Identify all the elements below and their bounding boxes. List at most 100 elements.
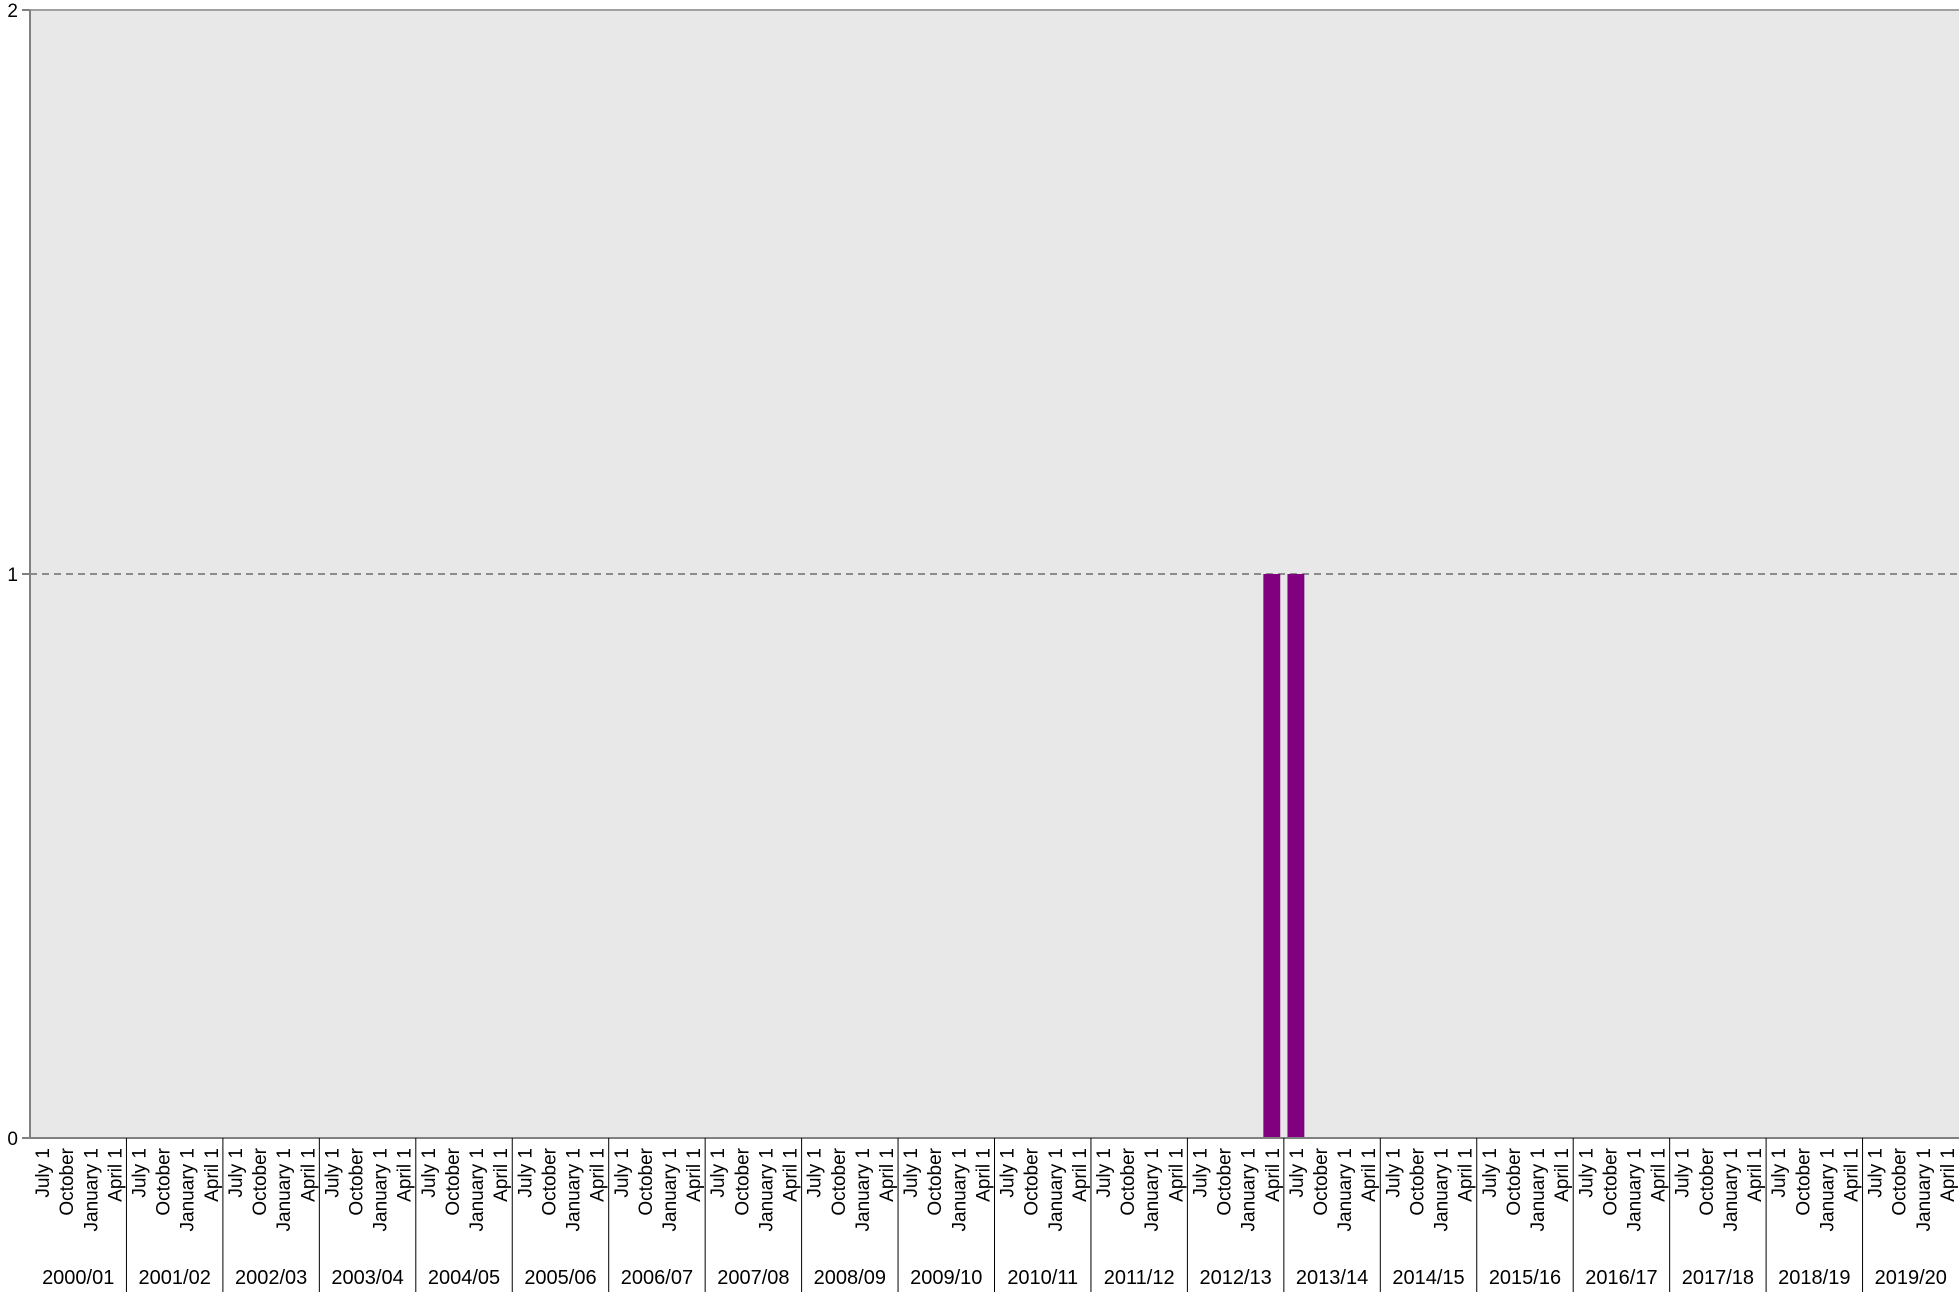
x-tick-label: January 1 xyxy=(371,1148,392,1231)
x-tick-label: October xyxy=(1022,1147,1043,1215)
x-tick-label: January 1 xyxy=(274,1148,295,1231)
x-tick-label: April 1 xyxy=(202,1148,223,1202)
x-tick-label: April 1 xyxy=(1745,1148,1766,1202)
x-tick-label: October xyxy=(1793,1147,1814,1215)
x-tick-label: April 1 xyxy=(105,1148,126,1202)
bars xyxy=(1263,574,1305,1138)
x-tick-label: July 1 xyxy=(226,1148,247,1198)
year-label: 2010/11 xyxy=(1007,1267,1078,1289)
year-label: 2013/14 xyxy=(1296,1267,1368,1289)
x-tick-label: October xyxy=(1311,1147,1332,1215)
x-tick-label: October xyxy=(925,1147,946,1215)
x-axis: July 1 October January 1 April 12000/01July… xyxy=(33,1138,1959,1292)
x-tick-label: April 1 xyxy=(298,1148,319,1202)
x-tick-label: July 1 xyxy=(1094,1148,1115,1198)
x-tick-label: July 1 xyxy=(130,1148,151,1198)
year-label: 2009/10 xyxy=(910,1267,982,1289)
x-tick-label: July 1 xyxy=(1383,1148,1404,1198)
x-tick-label: January 1 xyxy=(1624,1148,1645,1231)
year-label: 2007/08 xyxy=(717,1267,789,1289)
x-tick-label: July 1 xyxy=(805,1148,826,1198)
x-tick-label: July 1 xyxy=(1576,1148,1597,1198)
x-tick-label: October xyxy=(1215,1147,1236,1215)
y-axis-ticks: 0 1 2 xyxy=(7,1,30,1150)
x-tick-label: July 1 xyxy=(1673,1148,1694,1198)
bar xyxy=(1263,574,1281,1138)
year-label: 2002/03 xyxy=(235,1267,307,1289)
y-tick-label: 1 xyxy=(7,565,18,586)
x-tick-label: October xyxy=(1600,1147,1621,1215)
x-tick-label: October xyxy=(1890,1147,1911,1215)
x-tick-label: January 1 xyxy=(756,1148,777,1231)
x-tick-label: April 1 xyxy=(684,1148,705,1202)
bar xyxy=(1287,574,1305,1138)
x-tick-label: October xyxy=(443,1147,464,1215)
x-tick-label: July 1 xyxy=(1287,1148,1308,1198)
x-tick-label: January 1 xyxy=(467,1148,488,1231)
year-label: 2015/16 xyxy=(1489,1267,1561,1289)
x-tick-label: October xyxy=(347,1147,368,1215)
x-tick-label: April 1 xyxy=(877,1148,898,1202)
gridlines xyxy=(30,9,1959,575)
x-tick-label: January 1 xyxy=(1914,1148,1935,1231)
x-tick-label: July 1 xyxy=(1769,1148,1790,1198)
x-tick-label: January 1 xyxy=(1817,1148,1838,1231)
x-tick-label: April 1 xyxy=(1456,1148,1477,1202)
x-tick-label: July 1 xyxy=(612,1148,633,1198)
x-tick-label: April 1 xyxy=(781,1148,802,1202)
x-tick-label: April 1 xyxy=(588,1148,609,1202)
year-label: 2008/09 xyxy=(814,1267,886,1289)
x-tick-label: January 1 xyxy=(1528,1148,1549,1231)
x-tick-label: October xyxy=(250,1147,271,1215)
y-tick-label: 2 xyxy=(7,1,18,22)
x-tick-label: April 1 xyxy=(1263,1148,1284,1202)
x-tick-label: April 1 xyxy=(1649,1148,1670,1202)
year-label: 2019/20 xyxy=(1875,1267,1947,1289)
x-tick-label: October xyxy=(1697,1147,1718,1215)
x-tick-label: April 1 xyxy=(1841,1148,1862,1202)
x-tick-label: January 1 xyxy=(1335,1148,1356,1231)
x-tick-label: April 1 xyxy=(973,1148,994,1202)
x-tick-label: July 1 xyxy=(33,1148,54,1198)
year-label: 2001/02 xyxy=(139,1267,211,1289)
x-tick-label: July 1 xyxy=(1480,1148,1501,1198)
x-tick-label: July 1 xyxy=(708,1148,729,1198)
x-tick-label: January 1 xyxy=(564,1148,585,1231)
x-tick-label: July 1 xyxy=(901,1148,922,1198)
x-tick-label: July 1 xyxy=(419,1148,440,1198)
x-tick-label: April 1 xyxy=(1359,1148,1380,1202)
year-label: 2017/18 xyxy=(1682,1267,1754,1289)
x-tick-label: October xyxy=(1118,1147,1139,1215)
x-tick-label: January 1 xyxy=(1721,1148,1742,1231)
x-tick-label: April 1 xyxy=(491,1148,512,1202)
x-tick-label: April 1 xyxy=(1166,1148,1187,1202)
x-tick-label: July 1 xyxy=(1190,1148,1211,1198)
x-tick-label: January 1 xyxy=(1239,1148,1260,1231)
x-tick-label: January 1 xyxy=(949,1148,970,1231)
x-tick-label: October xyxy=(829,1147,850,1215)
year-label: 2000/01 xyxy=(42,1267,114,1289)
year-label: 2012/13 xyxy=(1199,1267,1271,1289)
y-tick-label: 0 xyxy=(7,1129,18,1150)
year-label: 2003/04 xyxy=(331,1267,403,1289)
x-tick-label: July 1 xyxy=(998,1148,1019,1198)
x-tick-label: October xyxy=(732,1147,753,1215)
year-label: 2006/07 xyxy=(621,1267,693,1289)
x-tick-label: January 1 xyxy=(1142,1148,1163,1231)
x-tick-label: July 1 xyxy=(515,1148,536,1198)
x-tick-label: January 1 xyxy=(1046,1148,1067,1231)
x-tick-label: January 1 xyxy=(178,1148,199,1231)
x-tick-label: October xyxy=(1504,1147,1525,1215)
year-label: 2018/19 xyxy=(1778,1267,1850,1289)
x-tick-label: January 1 xyxy=(853,1148,874,1231)
year-label: 2011/12 xyxy=(1104,1267,1175,1289)
year-label: 2005/06 xyxy=(524,1267,596,1289)
year-label: 2014/15 xyxy=(1392,1267,1464,1289)
x-tick-label: April 1 xyxy=(1552,1148,1573,1202)
x-tick-label: January 1 xyxy=(660,1148,681,1231)
x-tick-label: October xyxy=(1407,1147,1428,1215)
x-tick-label: October xyxy=(539,1147,560,1215)
x-tick-label: October xyxy=(57,1147,78,1215)
x-tick-label: July 1 xyxy=(1866,1148,1887,1198)
